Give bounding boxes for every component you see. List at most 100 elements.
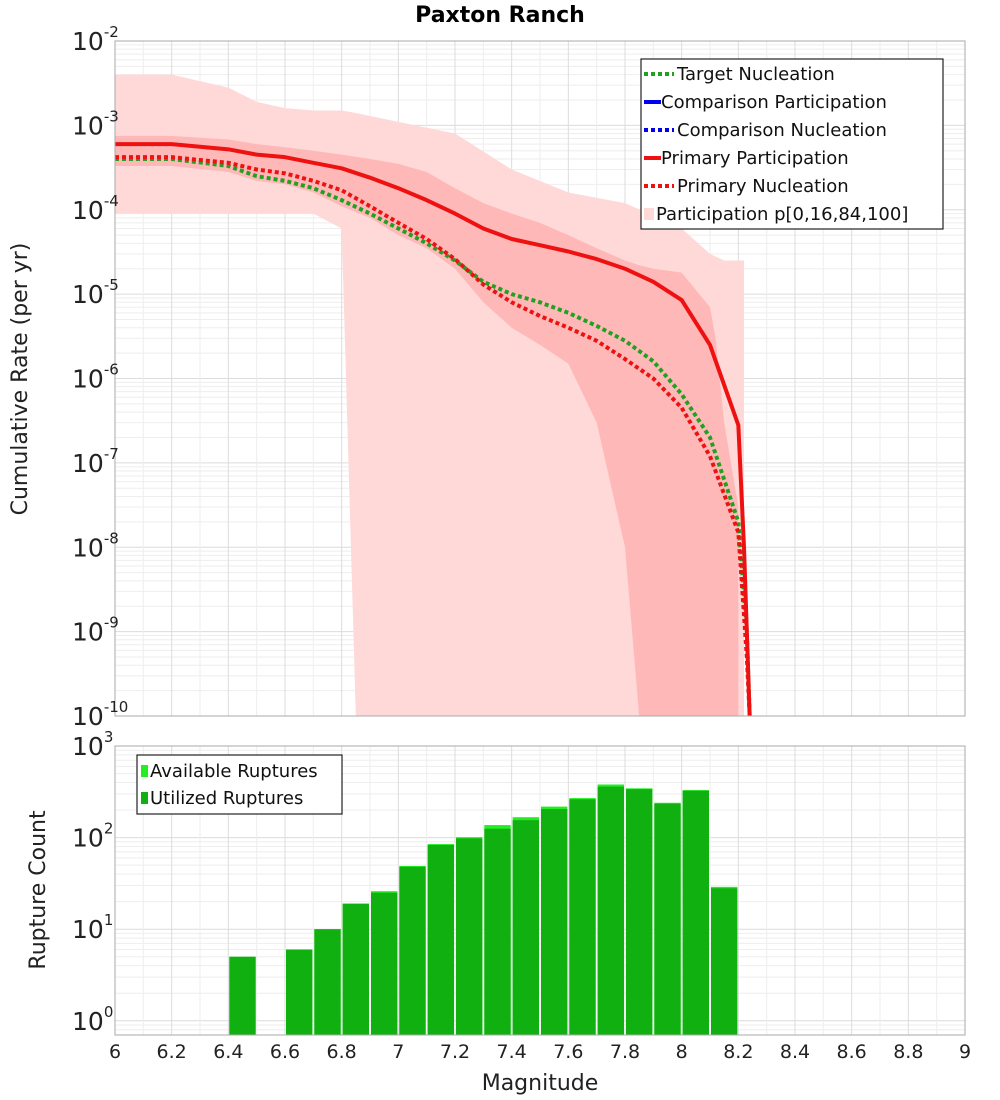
y-tick-exp: 2 bbox=[104, 820, 114, 838]
y-tick-exp: 3 bbox=[104, 728, 114, 746]
bar-utilized bbox=[711, 888, 738, 1035]
bottom-legend: Available Ruptures Utilized Ruptures bbox=[136, 754, 343, 815]
y-tick-label: 100 bbox=[72, 1003, 113, 1036]
y-tick-label: 10-5 bbox=[72, 276, 119, 309]
bar-utilized bbox=[286, 949, 313, 1035]
bottom-plot-frame bbox=[114, 745, 966, 1036]
series-primary-participation bbox=[115, 142, 752, 716]
y-tick-exp: -2 bbox=[104, 23, 119, 41]
y-tick-label: 102 bbox=[72, 820, 113, 853]
y-tick-label: 10-10 bbox=[72, 698, 128, 731]
bar-utilized bbox=[682, 790, 709, 1035]
y-tick-exp: 0 bbox=[104, 1003, 114, 1021]
x-tick-label: 6.6 bbox=[270, 1041, 300, 1063]
y-tick-base: 10 bbox=[72, 824, 104, 853]
bar-utilized bbox=[399, 866, 426, 1035]
y-tick-exp: -3 bbox=[104, 107, 119, 125]
bottom-y-axis-label: Rupture Count bbox=[26, 810, 51, 970]
y-tick-label: 10-8 bbox=[72, 529, 119, 562]
y-tick-exp: -9 bbox=[104, 614, 119, 632]
y-tick-exp: -5 bbox=[104, 276, 119, 294]
y-tick-base: 10 bbox=[72, 196, 104, 225]
x-tick-label: 7.6 bbox=[553, 1041, 583, 1063]
x-tick-label: 7 bbox=[392, 1041, 404, 1063]
bar-utilized bbox=[314, 929, 341, 1035]
bar-utilized bbox=[597, 786, 624, 1035]
bar-utilized bbox=[456, 838, 483, 1035]
bar-utilized bbox=[371, 892, 398, 1035]
chart-title: Paxton Ranch bbox=[415, 3, 585, 28]
legend-label: Utilized Ruptures bbox=[150, 788, 303, 809]
x-tick-label: 6 bbox=[109, 1041, 121, 1063]
bottom-bars bbox=[229, 784, 738, 1035]
top-plot-area: 10-210-310-410-510-610-710-810-910-10Tar… bbox=[72, 23, 966, 731]
bar-utilized bbox=[654, 803, 681, 1035]
y-tick-label: 10-9 bbox=[72, 614, 119, 647]
top-lines bbox=[115, 142, 752, 716]
y-tick-base: 10 bbox=[72, 1007, 104, 1036]
legend-label: Comparison Participation bbox=[661, 92, 887, 113]
x-tick-label: 7.8 bbox=[610, 1041, 640, 1063]
y-tick-base: 10 bbox=[72, 365, 104, 394]
x-tick-label: 7.2 bbox=[440, 1041, 470, 1063]
band-p0-p100 bbox=[115, 74, 744, 716]
bar-utilized bbox=[229, 956, 256, 1035]
x-tick-label: 8 bbox=[676, 1041, 688, 1063]
bar-utilized bbox=[342, 903, 369, 1035]
legend-label: Primary Participation bbox=[661, 148, 849, 169]
y-tick-base: 10 bbox=[72, 449, 104, 478]
y-tick-label: 10-6 bbox=[72, 361, 119, 394]
x-tick-label: 8.6 bbox=[837, 1041, 867, 1063]
top-legend: Target Nucleation Comparison Participatio… bbox=[640, 58, 944, 230]
y-tick-label: 10-7 bbox=[72, 445, 119, 478]
y-tick-base: 10 bbox=[72, 915, 104, 944]
bar-utilized bbox=[626, 789, 653, 1035]
y-tick-base: 10 bbox=[72, 732, 104, 761]
y-tick-base: 10 bbox=[72, 618, 104, 647]
bar-utilized bbox=[427, 845, 454, 1035]
y-tick-label: 10-2 bbox=[72, 23, 119, 56]
legend-label: Available Ruptures bbox=[150, 761, 318, 782]
series-target-nucleation bbox=[115, 156, 752, 716]
y-tick-base: 10 bbox=[72, 27, 104, 56]
y-tick-base: 10 bbox=[72, 702, 104, 731]
x-axis-label: Magnitude bbox=[482, 1071, 599, 1096]
bar-utilized bbox=[512, 820, 539, 1035]
legend-box bbox=[136, 754, 343, 815]
bar-utilized bbox=[569, 799, 596, 1035]
legend-swatch-band bbox=[644, 208, 654, 220]
x-tick-label: 6.2 bbox=[157, 1041, 187, 1063]
y-tick-exp: 1 bbox=[104, 911, 114, 929]
band-p16-p84 bbox=[115, 135, 739, 716]
top-bands bbox=[115, 74, 744, 716]
x-tick-label: 7.4 bbox=[497, 1041, 527, 1063]
top-plot-frame bbox=[114, 40, 966, 717]
legend-label: Participation p[0,16,84,100] bbox=[656, 204, 908, 225]
top-y-axis-label: Cumulative Rate (per yr) bbox=[8, 243, 33, 516]
x-tick-label: 6.8 bbox=[327, 1041, 357, 1063]
y-tick-label: 10-3 bbox=[72, 107, 119, 140]
legend-label: Comparison Nucleation bbox=[677, 120, 887, 141]
legend-swatch bbox=[141, 765, 148, 777]
y-tick-base: 10 bbox=[72, 280, 104, 309]
legend-box bbox=[640, 58, 944, 230]
x-tick-label: 8.4 bbox=[780, 1041, 810, 1063]
x-tick-label: 6.4 bbox=[213, 1041, 243, 1063]
y-tick-exp: -7 bbox=[104, 445, 119, 463]
y-tick-label: 101 bbox=[72, 911, 113, 944]
legend-label: Primary Nucleation bbox=[677, 176, 849, 197]
x-tick-label: 8.2 bbox=[723, 1041, 753, 1063]
x-tick-label: 8.8 bbox=[893, 1041, 923, 1063]
y-tick-base: 10 bbox=[72, 111, 104, 140]
bar-utilized bbox=[484, 828, 511, 1035]
x-tick-label: 9 bbox=[959, 1041, 971, 1063]
y-tick-label: 10-4 bbox=[72, 192, 119, 225]
y-tick-label: 103 bbox=[72, 728, 113, 761]
series-primary-nucleation bbox=[115, 155, 752, 716]
y-tick-exp: -8 bbox=[104, 529, 119, 547]
y-tick-exp: -10 bbox=[104, 698, 129, 716]
legend-label: Target Nucleation bbox=[676, 64, 835, 85]
bar-utilized bbox=[541, 809, 568, 1035]
